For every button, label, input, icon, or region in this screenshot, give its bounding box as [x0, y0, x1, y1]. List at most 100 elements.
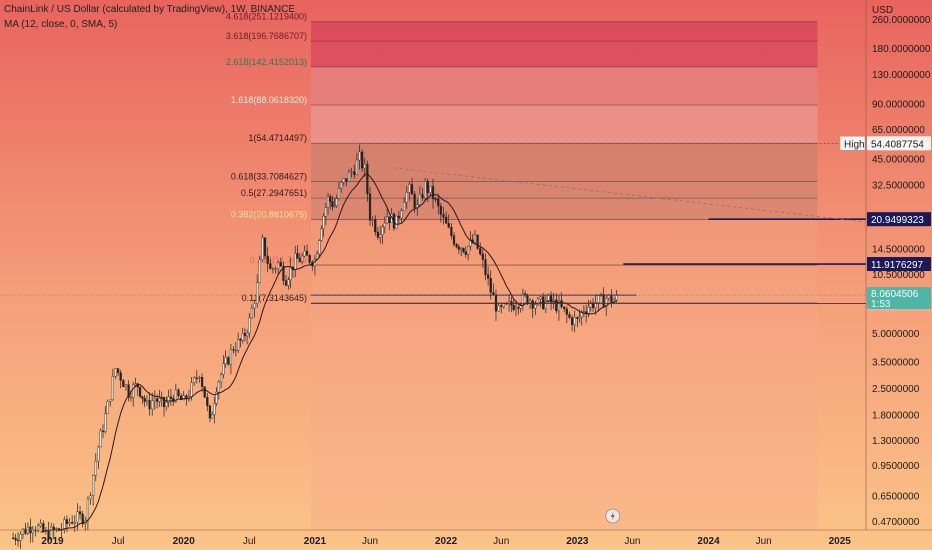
candle-body	[421, 194, 424, 199]
fib-zone-7	[310, 219, 818, 266]
candle-body	[410, 184, 414, 195]
x-tick-label: 2023	[566, 536, 589, 547]
candle-body	[269, 263, 272, 269]
candle-body	[345, 178, 348, 183]
candle-body	[403, 201, 406, 211]
candle-body	[16, 539, 20, 542]
candle-body	[426, 181, 429, 193]
candle-body	[206, 397, 209, 407]
candle-body	[24, 528, 27, 534]
x-tick-label: 2021	[304, 536, 327, 547]
candle-body	[50, 526, 53, 540]
x-tick-label: 2024	[697, 536, 720, 547]
candle-body	[342, 178, 345, 183]
candle-body	[326, 196, 330, 208]
high-tag: 54.4087754	[871, 139, 924, 150]
candle-body	[512, 305, 515, 310]
candle-body	[534, 304, 537, 309]
candle-body	[19, 534, 22, 542]
time-axis[interactable]: 2019 Jul 2020 Jul 2021 Jun 2022 Jun 2023 Jun 2024 J…	[0, 529, 932, 547]
candle-body	[568, 314, 571, 318]
ray-tag-bg-1	[867, 257, 931, 272]
candle-body	[73, 521, 76, 524]
candle-body	[287, 279, 290, 286]
candle-body	[447, 223, 450, 228]
candle-body	[284, 280, 288, 286]
fib-zone-3	[310, 105, 818, 144]
candle-body	[217, 381, 220, 393]
candle-body	[248, 317, 251, 334]
candle-body	[464, 251, 467, 255]
candle-body	[331, 201, 334, 207]
current-price-countdown: 1:53	[871, 299, 891, 310]
candle-body	[388, 216, 391, 223]
lightning-glyph	[610, 511, 615, 521]
candle-body	[122, 380, 125, 387]
fib-zone-5	[310, 181, 818, 199]
price-axis-unit: USD	[872, 5, 893, 16]
candle-body	[589, 302, 592, 308]
candle-body	[250, 307, 254, 319]
x-tick-label: 2020	[173, 536, 196, 547]
projection-line	[393, 167, 867, 223]
candle-body	[476, 234, 479, 249]
candle-body	[333, 205, 336, 207]
candle-body	[101, 430, 105, 432]
candle-body	[308, 255, 311, 263]
candle-body	[303, 250, 306, 257]
candle-body	[539, 296, 542, 300]
y-tick-label: 1.8000000	[872, 410, 920, 421]
candle-body	[570, 317, 574, 326]
fib-zone-2	[310, 66, 818, 106]
candle-body	[368, 193, 372, 221]
candle-body	[162, 397, 166, 407]
x-tick-label: 2022	[435, 536, 458, 547]
candle-body	[68, 522, 71, 524]
candle-body	[31, 529, 34, 534]
indicator-legend[interactable]: MA (12, close, 0, SMA, 5)	[4, 19, 118, 30]
candle-body	[355, 159, 358, 175]
candle-body	[305, 250, 309, 256]
candle-body	[138, 386, 142, 397]
candle-body	[536, 298, 540, 305]
fib-zone-base	[310, 302, 818, 530]
candle-body	[129, 397, 132, 399]
candle-body	[322, 215, 325, 229]
fib-label-1.618: 1.618(88.0618320)	[231, 95, 307, 105]
candle-body	[114, 368, 117, 377]
candle-body	[185, 395, 188, 400]
ray-tag-1: 11.9176297	[871, 260, 924, 271]
candle-body	[502, 303, 505, 307]
candle-body	[358, 151, 361, 161]
x-tick-label: Jun	[493, 536, 509, 547]
ray-tag-bg-0	[867, 212, 931, 227]
candle-body	[232, 349, 235, 351]
candle-body	[172, 398, 175, 402]
candle-body	[145, 400, 149, 402]
high-label: High	[844, 139, 865, 150]
candle-body	[565, 308, 568, 315]
candle-body	[94, 460, 97, 476]
candle-body	[116, 368, 120, 373]
x-tick-label: Jun	[624, 536, 640, 547]
candle-body	[610, 294, 613, 303]
candle-body	[460, 247, 463, 250]
candle-body	[190, 382, 193, 397]
candle-body	[445, 216, 448, 224]
candle-body	[462, 247, 465, 253]
candle-body	[213, 403, 216, 416]
candle-body	[397, 215, 400, 219]
candle-body	[424, 181, 427, 199]
candle-body	[383, 222, 386, 228]
candle-body	[39, 523, 42, 527]
candle-body	[531, 300, 534, 309]
candle-body	[457, 246, 461, 250]
candle-body	[434, 198, 437, 200]
candle-body	[615, 294, 618, 301]
candle-body	[466, 246, 470, 255]
candle-body	[81, 513, 84, 525]
fibonacci-lines: 4.618(251.1219400) 3.618(196.7686707) 2.61…	[226, 12, 818, 304]
candle-body	[78, 511, 82, 515]
